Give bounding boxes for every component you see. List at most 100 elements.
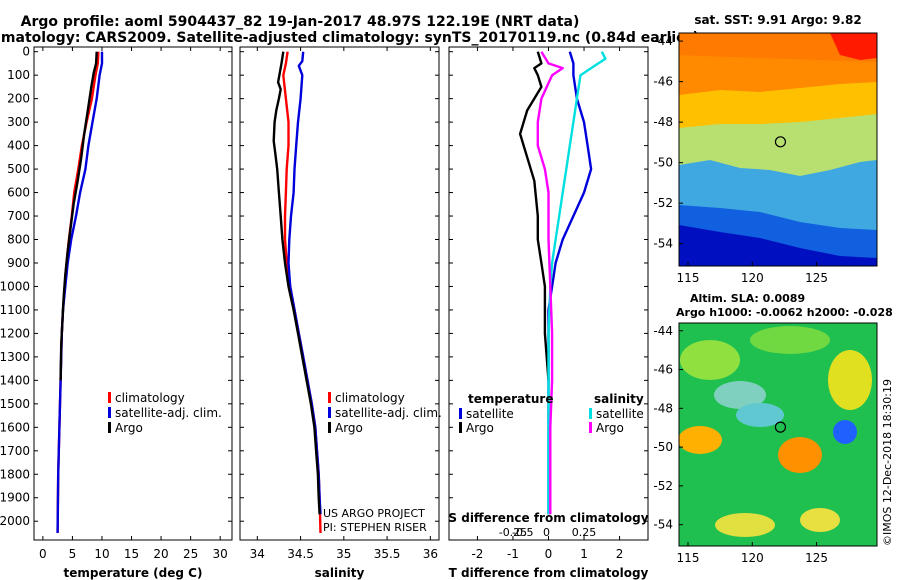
s-diff-axis-label: S difference from climatology: [448, 511, 648, 525]
temperature-panel: 0100200300400500600700800900100011001200…: [0, 45, 233, 580]
sst-warm-band: [679, 33, 877, 62]
depth-tick-label: 0: [22, 45, 30, 59]
series-line-temperature-argo: [518, 51, 550, 381]
project-annotation: PI: STEPHEN RISER: [323, 521, 427, 534]
map-y-tick-label: -54: [653, 518, 673, 532]
map-x-tick-label: 125: [805, 551, 828, 565]
legend-swatch: [108, 422, 111, 433]
legend-swatch: [459, 422, 462, 433]
sst-map-title: sat. SST: 9.91 Argo: 9.82: [694, 13, 861, 27]
depth-tick-label: 1600: [0, 420, 30, 434]
map-y-tick-label: -46: [653, 75, 673, 89]
map-x-tick-label: 125: [805, 271, 828, 285]
legend-label: Argo: [115, 421, 143, 435]
sla-blob: [679, 426, 722, 454]
x-tick-label: 1: [580, 547, 588, 561]
argo-position-marker: [774, 136, 787, 148]
depth-tick-label: 800: [7, 233, 30, 247]
depth-tick-label: 1900: [0, 491, 30, 505]
legend-label: Argo: [335, 421, 363, 435]
map-x-tick-label: 115: [677, 271, 700, 285]
x-tick-label: 25: [183, 547, 198, 561]
x-tick-label: 20: [153, 547, 168, 561]
x-tick-label: -2: [471, 547, 483, 561]
s-diff-tick-label: 0.25: [572, 526, 597, 539]
depth-tick-label: 500: [7, 162, 30, 176]
map-y-tick-label: -44: [653, 34, 673, 48]
depth-tick-label: 2000: [0, 514, 30, 528]
salinity-panel: 34 34.5 35 35.5 36 salinity climatologysatelli…: [239, 46, 442, 580]
sla-blob: [715, 513, 775, 537]
depth-tick-label: 200: [7, 92, 30, 106]
series-line-argo: [272, 51, 321, 515]
legend-label: satellite: [466, 407, 514, 421]
map-y-tick-label: -48: [653, 115, 673, 129]
imos-credit: ©IMOS 12-Dec-2018 18:30:19: [881, 379, 894, 546]
sla-blob: [736, 403, 784, 427]
s-diff-tick-label: -0.5: [512, 526, 533, 539]
x-tick-label: 30: [213, 547, 228, 561]
legend-title-salinity: salinity: [594, 392, 644, 406]
sst-hot-patch: [830, 33, 877, 60]
depth-tick-label: 600: [7, 186, 30, 200]
map-y-tick-label: -44: [653, 324, 673, 338]
legend-label: climatology: [115, 391, 185, 405]
x-tick-label: 35: [336, 547, 351, 561]
depth-tick-label: 1700: [0, 444, 30, 458]
depth-tick-label: 1100: [0, 303, 30, 317]
argo-position-marker: [774, 421, 787, 433]
depth-tick-label: 1300: [0, 350, 30, 364]
depth-tick-label: 1500: [0, 397, 30, 411]
depth-tick-label: 1200: [0, 326, 30, 340]
x-tick-label: 36: [423, 547, 438, 561]
figure-title-line2: Climatology: CARS2009. Satellite-adjuste…: [0, 30, 699, 46]
legend-swatch: [328, 422, 331, 433]
sst-map: sat. SST: 9.91 Argo: 9.82 -44 -46 -48 -50 -5…: [653, 13, 878, 285]
map-y-tick-label: -52: [653, 196, 673, 210]
x-axis-label: temperature (deg C): [64, 566, 203, 580]
x-tick-label: 15: [124, 547, 139, 561]
series-line-satellite-adj-clim-: [56, 51, 104, 534]
legend-label: satellite: [596, 407, 644, 421]
x-axis-label: T difference from climatology: [449, 566, 649, 580]
sst-deep-blue: [679, 225, 877, 266]
difference-panel: -2 -1 0 1 2 T difference from climatology -0.2…: [448, 46, 649, 580]
map-x-tick-label: 120: [741, 271, 764, 285]
x-tick-label: 0: [545, 547, 553, 561]
sst-green-band: [679, 114, 877, 180]
s-diff-tick-label: 0: [543, 526, 550, 539]
depth-tick-label: 300: [7, 115, 30, 129]
x-tick-label: 2: [616, 547, 624, 561]
map-x-tick-label: 115: [677, 551, 700, 565]
depth-tick-label: 900: [7, 256, 30, 270]
series-line-argo: [59, 51, 98, 381]
x-tick-label: 0: [39, 547, 47, 561]
sst-map-frame: [678, 32, 878, 267]
sla-map: Altim. SLA: 0.0089 Argo h1000: -0.0062 h…: [653, 292, 894, 565]
x-tick-label: 34.5: [287, 547, 314, 561]
legend-title-temperature: temperature: [468, 392, 553, 406]
x-tick-label: 34: [250, 547, 265, 561]
sla-map-subtitle: Argo h1000: -0.0062 h2000: -0.028: [676, 306, 893, 319]
sla-blob: [828, 350, 872, 410]
sla-blob: [778, 437, 822, 473]
series-line-salinity-satellite: [547, 51, 607, 515]
sla-map-frame: [678, 322, 878, 547]
legend-swatch: [108, 392, 111, 403]
depth-tick-label: 700: [7, 209, 30, 223]
sla-blob: [833, 420, 857, 444]
sla-blob: [714, 381, 766, 409]
legend-swatch: [108, 407, 111, 418]
temperature-plot-frame: [33, 46, 233, 541]
map-y-tick-label: -54: [653, 237, 673, 251]
x-tick-label: 10: [94, 547, 109, 561]
x-tick-label: 5: [69, 547, 77, 561]
legend-swatch: [328, 407, 331, 418]
depth-tick-label: 1800: [0, 467, 30, 481]
legend-label: Argo: [596, 421, 624, 435]
depth-tick-label: 1400: [0, 373, 30, 387]
depth-tick-label: 400: [7, 139, 30, 153]
figure-title-line1: Argo profile: aoml 5904437_82 19-Jan-201…: [21, 14, 580, 30]
legend-label: satellite-adj. clim.: [335, 406, 442, 420]
